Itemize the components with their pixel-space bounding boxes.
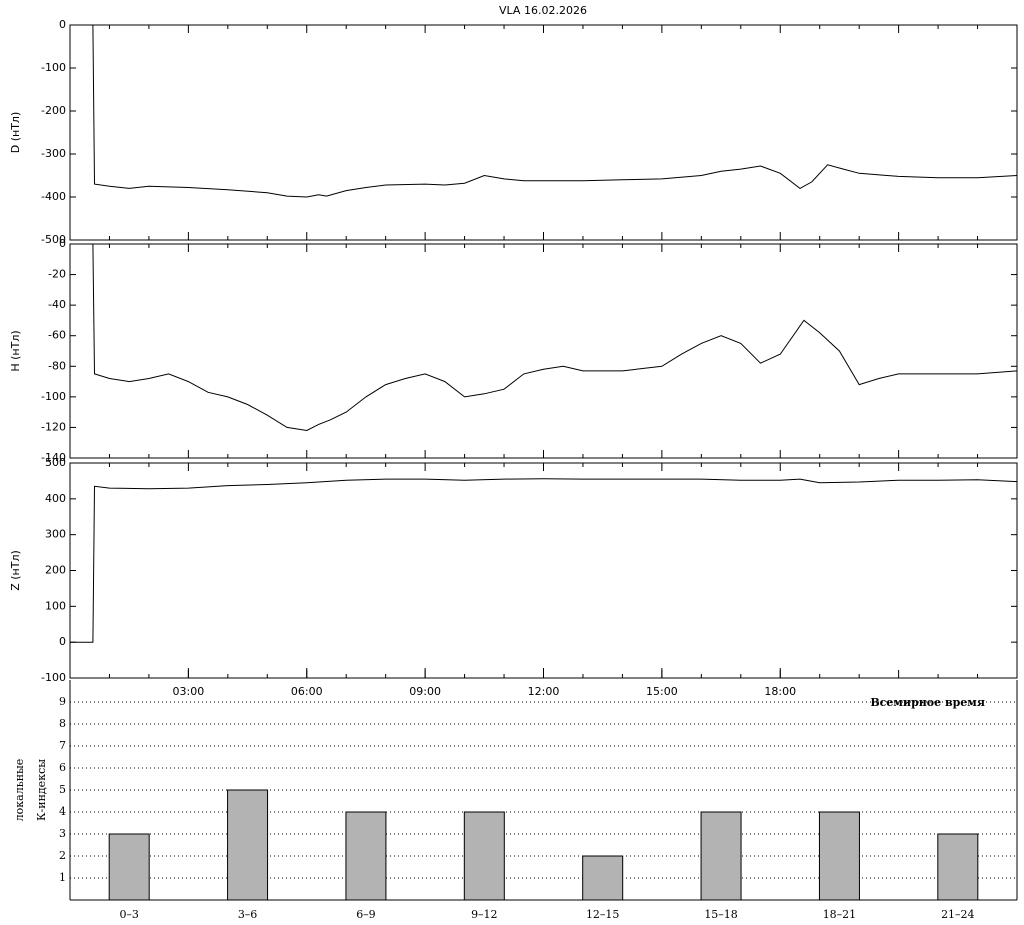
data-line: [92, 24, 1018, 198]
x-tick-label: 0–3: [119, 908, 139, 921]
y-tick-label: 0: [59, 635, 66, 648]
y-axis-label: локальные: [13, 759, 26, 822]
bar: [937, 833, 979, 901]
y-axis-label: H (нТл): [9, 330, 22, 371]
x-tick-label: 6–9: [356, 908, 376, 921]
y-tick-label: 1: [59, 871, 66, 884]
y-tick-label: 0: [59, 237, 66, 250]
x-tick-label: 9–12: [471, 908, 498, 921]
x-tick-label: 03:00: [173, 685, 205, 698]
y-tick-label: -100: [41, 671, 66, 684]
y-tick-label: 7: [59, 739, 66, 752]
y-tick-label: -400: [41, 190, 66, 203]
bar: [108, 833, 150, 901]
x-tick-label: 18–21: [823, 908, 857, 921]
y-tick-label: -100: [41, 390, 66, 403]
y-tick-label: 8: [59, 717, 66, 730]
y-tick-label: 400: [45, 492, 66, 505]
y-tick-label: -300: [41, 147, 66, 160]
y-tick-label: 500: [45, 456, 66, 469]
y-tick-label: 100: [45, 599, 66, 612]
bar: [818, 811, 860, 901]
bar: [345, 811, 387, 901]
y-tick-label: -140: [41, 451, 66, 464]
x-tick-label: 15:00: [646, 685, 678, 698]
panel-frame: [69, 24, 1018, 241]
x-tick-label: 12–15: [586, 908, 620, 921]
y-tick-label: -200: [41, 104, 66, 117]
y-tick-label: -20: [48, 268, 66, 281]
x-tick-label: 06:00: [291, 685, 323, 698]
x-tick-label: 09:00: [409, 685, 441, 698]
data-line: [70, 478, 1018, 643]
y-axis-label: К-индексы: [35, 759, 48, 821]
y-tick-label: 6: [59, 761, 66, 774]
y-tick-label: 2: [59, 849, 66, 862]
y-tick-label: 300: [45, 528, 66, 541]
bar: [700, 811, 742, 901]
y-tick-label: 4: [59, 805, 66, 818]
y-tick-label: -60: [48, 329, 66, 342]
y-tick-label: 5: [59, 783, 66, 796]
y-tick-label: 0: [59, 18, 66, 31]
y-tick-label: -40: [48, 298, 66, 311]
y-tick-label: 3: [59, 827, 66, 840]
chart-title: VLA 16.02.2026: [499, 4, 587, 17]
x-tick-label: 21–24: [941, 908, 975, 921]
x-tick-label: 12:00: [528, 685, 560, 698]
y-tick-label: -100: [41, 61, 66, 74]
annotation: Всемирное время: [870, 696, 985, 709]
y-tick-label: 9: [59, 695, 66, 708]
x-tick-label: 18:00: [764, 685, 796, 698]
y-tick-label: -500: [41, 233, 66, 246]
x-tick-label: 15–18: [704, 908, 738, 921]
bar: [227, 789, 269, 901]
bar: [463, 811, 505, 901]
panel-frame: [69, 243, 1018, 459]
y-tick-label: -80: [48, 359, 66, 372]
y-tick-label: 200: [45, 564, 66, 577]
y-axis-label: D (нТл): [9, 112, 22, 154]
y-axis-label: Z (нТл): [9, 550, 22, 591]
x-tick-label: 3–6: [238, 908, 258, 921]
panel-frame: [69, 462, 1018, 679]
y-tick-label: -120: [41, 420, 66, 433]
data-line: [92, 243, 1018, 432]
bar: [582, 855, 624, 901]
